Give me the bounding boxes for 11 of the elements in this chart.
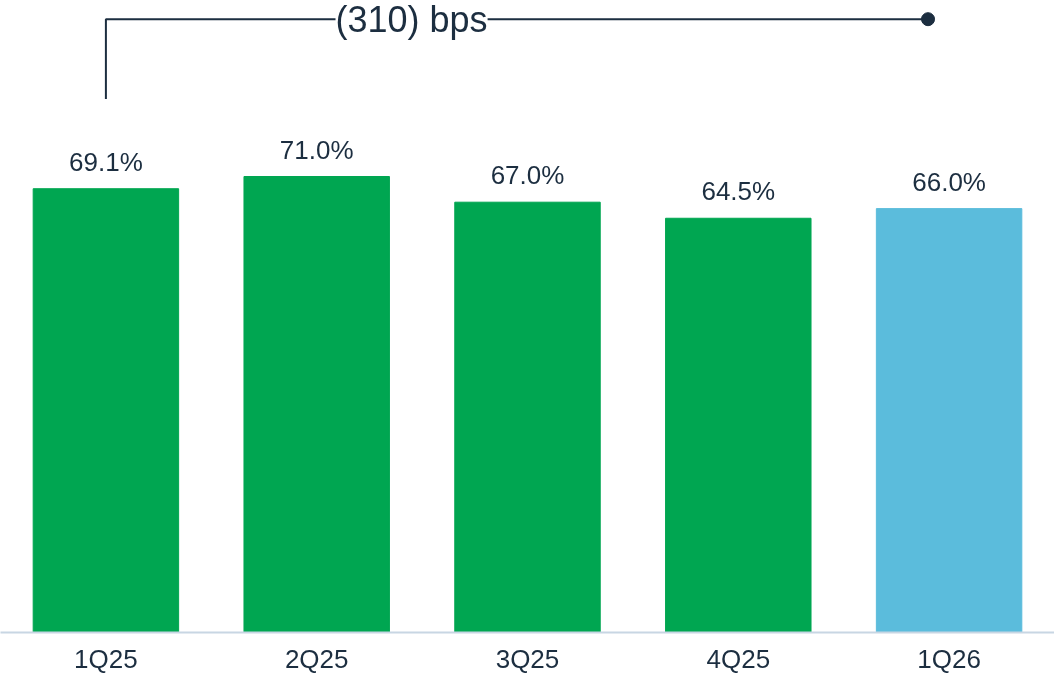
x-tick-label: 3Q25 bbox=[495, 643, 560, 674]
data-label: 69.1% bbox=[69, 146, 143, 177]
text: (310) bps bbox=[335, 0, 488, 40]
x-tick-label: 4Q25 bbox=[706, 643, 771, 674]
x-tick-label: 1Q26 bbox=[917, 643, 981, 674]
x-tick-label: 2Q25 bbox=[284, 643, 349, 674]
data-label: 71.0% bbox=[279, 134, 354, 165]
data-label: 66.0% bbox=[912, 166, 986, 197]
data-label: 64.5% bbox=[701, 176, 776, 207]
x-tick-label: 1Q25 bbox=[74, 643, 138, 674]
data-label: 67.0% bbox=[490, 160, 565, 191]
